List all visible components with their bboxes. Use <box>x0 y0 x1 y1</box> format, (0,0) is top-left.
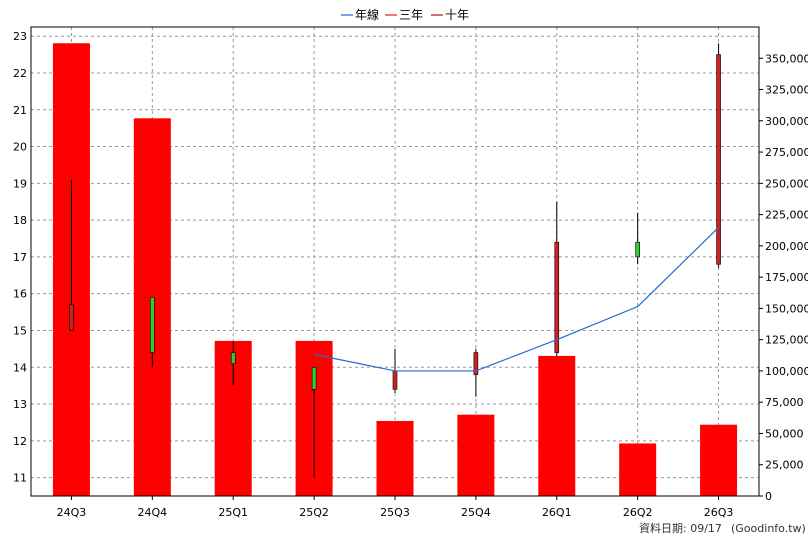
volume-tick-label: 25,000 <box>765 459 804 472</box>
price-tick-label: 17 <box>13 251 27 264</box>
candle-body <box>392 370 398 390</box>
x-tick-label: 25Q4 <box>461 506 491 519</box>
volume-tick-label: 125,000 <box>765 334 808 347</box>
legend-item-annual[interactable]: 年線 <box>341 7 379 22</box>
legend-label-annual: 年線 <box>355 7 379 22</box>
volume-tick-label: 300,000 <box>765 115 808 128</box>
price-tick-label: 18 <box>13 214 27 227</box>
annual-line <box>313 227 719 372</box>
candle-body <box>311 366 317 390</box>
price-tick-label: 20 <box>13 141 27 154</box>
candle-body <box>554 241 560 353</box>
x-tick-label: 25Q1 <box>218 506 248 519</box>
volume-bar <box>376 420 414 496</box>
legend-item-three-year[interactable]: 三年 <box>385 8 423 22</box>
price-tick-label: 16 <box>13 288 27 301</box>
volume-bar <box>538 355 576 496</box>
candle-body <box>473 352 479 375</box>
legend: 年線 三年 十年 <box>341 7 469 22</box>
price-tick-label: 22 <box>13 67 27 80</box>
volume-tick-label: 250,000 <box>765 177 808 190</box>
volume-tick-label: 350,000 <box>765 52 808 65</box>
x-tick-label: 26Q2 <box>623 506 653 519</box>
candle-body <box>69 304 74 331</box>
volume-tick-label: 325,000 <box>765 84 808 97</box>
volume-tick-label: 0 <box>765 490 772 503</box>
volume-tick-label: 150,000 <box>765 302 808 315</box>
x-tick-label: 26Q3 <box>704 506 734 519</box>
price-tick-label: 15 <box>13 324 27 337</box>
x-tick-label: 25Q3 <box>380 506 410 519</box>
volume-tick-label: 200,000 <box>765 240 808 253</box>
candlesticks <box>69 43 721 478</box>
price-tick-label: 21 <box>13 104 27 117</box>
annual-line-series <box>313 227 719 372</box>
candle-body <box>150 297 155 353</box>
x-tick-label: 25Q2 <box>299 506 329 519</box>
volume-tick-label: 50,000 <box>765 427 804 440</box>
volume-bar <box>700 424 738 496</box>
x-tick-label: 24Q4 <box>138 506 168 519</box>
volume-tick-label: 225,000 <box>765 209 808 222</box>
price-tick-label: 23 <box>13 30 27 43</box>
price-tick-label: 11 <box>13 472 27 485</box>
volume-tick-label: 100,000 <box>765 365 808 378</box>
legend-label-three-year: 三年 <box>399 8 423 22</box>
volume-tick-label: 175,000 <box>765 271 808 284</box>
candle-body <box>716 54 721 265</box>
price-tick-label: 19 <box>13 177 27 190</box>
price-tick-label: 14 <box>13 361 27 374</box>
axis-tick-labels: 11 12 13 14 15 16 17 18 19 20 21 22 23 24Q3 24Q4 25Q1 25… <box>13 30 808 519</box>
legend-label-ten-year: 十年 <box>445 8 469 22</box>
price-tick-label: 13 <box>13 398 27 411</box>
candle-body <box>230 352 236 364</box>
price-tick-label: 12 <box>13 435 27 448</box>
candle-body <box>635 241 640 258</box>
data-date-label: 資料日期: 09/17 <box>639 521 722 535</box>
volume-bars <box>52 43 738 496</box>
volume-tick-label: 275,000 <box>765 146 808 159</box>
x-tick-label: 26Q1 <box>542 506 572 519</box>
volume-bar <box>619 443 657 496</box>
volume-tick-label: 75,000 <box>765 396 804 409</box>
source-label: (Goodinfo.tw) <box>731 522 806 535</box>
x-tick-label: 24Q3 <box>57 506 87 519</box>
legend-item-ten-year[interactable]: 十年 <box>431 8 469 22</box>
volume-bar <box>457 414 495 496</box>
